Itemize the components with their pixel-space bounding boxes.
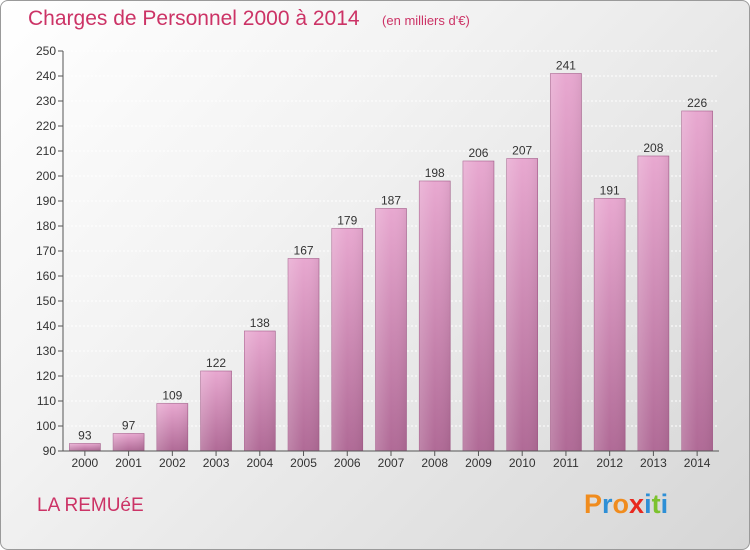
bar-sheen <box>156 403 188 451</box>
x-tick-label: 2012 <box>596 456 623 470</box>
bar-sheen <box>462 161 494 451</box>
value-label: 226 <box>687 96 707 110</box>
value-label: 207 <box>512 144 532 158</box>
value-label: 167 <box>294 244 314 258</box>
y-tick-label: 200 <box>36 169 56 183</box>
bar-sheen <box>375 208 407 451</box>
y-tick-label: 240 <box>36 69 56 83</box>
x-tick-label: 2004 <box>246 456 273 470</box>
x-tick-label: 2013 <box>640 456 667 470</box>
bar-sheen <box>506 158 538 451</box>
x-tick-label: 2000 <box>72 456 99 470</box>
y-tick-label: 250 <box>36 44 56 58</box>
title-row: Charges de Personnel 2000 à 2014 (en mil… <box>28 7 470 31</box>
y-tick-label: 180 <box>36 219 56 233</box>
value-label: 138 <box>250 316 270 330</box>
bar-sheen <box>419 181 451 451</box>
x-tick-label: 2003 <box>203 456 230 470</box>
value-label: 191 <box>600 184 620 198</box>
x-tick-label: 2014 <box>684 456 711 470</box>
bar-sheen <box>69 443 101 451</box>
logo-letter: i <box>660 489 669 519</box>
y-tick-label: 90 <box>43 444 57 458</box>
x-tick-label: 2001 <box>115 456 142 470</box>
logo-letter: x <box>629 489 645 519</box>
chart-unit: (en milliers d'€) <box>382 13 470 28</box>
bar-sheen <box>244 331 276 451</box>
x-tick-label: 2008 <box>421 456 448 470</box>
y-tick-label: 100 <box>36 419 56 433</box>
y-tick-label: 150 <box>36 294 56 308</box>
logo-letter: r <box>602 489 613 519</box>
y-tick-label: 170 <box>36 244 56 258</box>
bar-sheen <box>681 111 713 451</box>
y-tick-label: 220 <box>36 119 56 133</box>
y-tick-label: 230 <box>36 94 56 108</box>
value-label: 97 <box>122 419 136 433</box>
chart-title: Charges de Personnel 2000 à 2014 <box>28 7 360 30</box>
bar-sheen <box>550 73 582 451</box>
logo-letter: t <box>651 489 661 519</box>
bar-sheen <box>637 156 669 451</box>
y-tick-label: 110 <box>37 394 56 408</box>
x-tick-label: 2005 <box>290 456 317 470</box>
x-tick-label: 2010 <box>509 456 536 470</box>
commune-name: LA REMUéE <box>37 495 144 516</box>
logo-letter: o <box>612 489 630 519</box>
logo-letter: i <box>644 489 652 519</box>
y-tick-label: 120 <box>36 369 56 383</box>
y-tick-label: 190 <box>36 194 56 208</box>
y-tick-label: 140 <box>36 319 56 333</box>
value-label: 241 <box>556 59 576 73</box>
y-tick-label: 210 <box>36 144 56 158</box>
value-label: 122 <box>206 356 226 370</box>
logo-letter: P <box>584 489 603 519</box>
bar-sheen <box>594 198 626 451</box>
proxiti-logo: Proxiti <box>584 489 668 520</box>
value-label: 198 <box>425 166 445 180</box>
y-tick-label: 130 <box>36 344 56 358</box>
value-label: 179 <box>337 214 357 228</box>
value-label: 93 <box>78 429 92 443</box>
bar-sheen <box>331 228 363 451</box>
value-label: 109 <box>162 389 182 403</box>
bar-sheen <box>113 433 145 451</box>
value-label: 206 <box>468 146 488 160</box>
y-tick-label: 160 <box>36 269 56 283</box>
value-label: 187 <box>381 194 401 208</box>
value-label: 208 <box>643 141 663 155</box>
bar-sheen <box>288 258 320 451</box>
x-tick-label: 2002 <box>159 456 186 470</box>
x-tick-label: 2011 <box>553 456 579 470</box>
x-tick-label: 2006 <box>334 456 361 470</box>
x-tick-label: 2009 <box>465 456 492 470</box>
x-tick-label: 2007 <box>378 456 405 470</box>
bar-sheen <box>200 371 232 451</box>
